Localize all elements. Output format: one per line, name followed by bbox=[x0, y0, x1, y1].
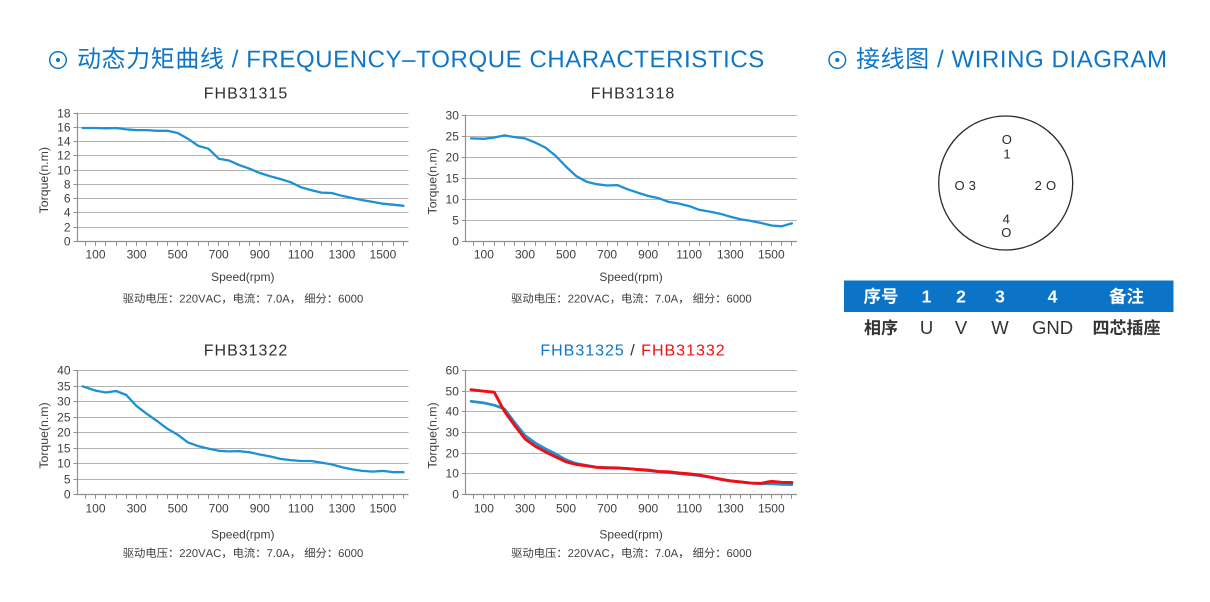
svg-text:0: 0 bbox=[64, 235, 71, 249]
svg-text:25: 25 bbox=[57, 411, 71, 425]
svg-text:O: O bbox=[1046, 178, 1056, 193]
svg-text:35: 35 bbox=[57, 380, 71, 394]
svg-text:16: 16 bbox=[57, 121, 71, 135]
svg-text:0: 0 bbox=[452, 488, 459, 502]
svg-text:700: 700 bbox=[209, 502, 229, 516]
svg-text:900: 900 bbox=[250, 502, 270, 516]
svg-text:300: 300 bbox=[515, 248, 535, 262]
svg-text:U: U bbox=[920, 317, 933, 338]
svg-text:Torque(n.m): Torque(n.m) bbox=[425, 402, 439, 468]
svg-text:50: 50 bbox=[446, 385, 460, 399]
svg-text:O: O bbox=[1001, 225, 1011, 240]
svg-text:300: 300 bbox=[515, 502, 535, 516]
svg-text:3: 3 bbox=[969, 178, 976, 193]
svg-text:0: 0 bbox=[64, 488, 71, 502]
svg-text:3: 3 bbox=[995, 287, 1005, 307]
svg-text:5: 5 bbox=[452, 214, 459, 228]
svg-text:V: V bbox=[955, 317, 968, 338]
svg-text:1300: 1300 bbox=[717, 502, 744, 516]
svg-text:40: 40 bbox=[57, 364, 71, 378]
svg-text:1500: 1500 bbox=[370, 502, 397, 516]
svg-text:1: 1 bbox=[922, 287, 932, 307]
svg-text:900: 900 bbox=[638, 248, 658, 262]
svg-text:8: 8 bbox=[64, 178, 71, 192]
svg-text:40: 40 bbox=[446, 405, 460, 419]
svg-text:300: 300 bbox=[127, 248, 147, 262]
svg-text:5: 5 bbox=[64, 473, 71, 487]
svg-text:1100: 1100 bbox=[676, 248, 702, 262]
svg-text:Speed(rpm): Speed(rpm) bbox=[599, 528, 662, 542]
svg-text:12: 12 bbox=[57, 149, 71, 163]
svg-text:15: 15 bbox=[446, 172, 460, 186]
svg-text:1300: 1300 bbox=[717, 248, 744, 262]
svg-text:30: 30 bbox=[446, 426, 460, 440]
svg-text:20: 20 bbox=[446, 447, 460, 461]
svg-text:10: 10 bbox=[446, 467, 460, 481]
svg-text:FHB31325 / FHB31332: FHB31325 / FHB31332 bbox=[540, 343, 725, 360]
svg-text:900: 900 bbox=[638, 502, 658, 516]
svg-text:20: 20 bbox=[446, 151, 460, 165]
svg-text:700: 700 bbox=[597, 248, 617, 262]
svg-text:1100: 1100 bbox=[676, 502, 702, 516]
svg-text:2: 2 bbox=[956, 287, 966, 307]
svg-text:4: 4 bbox=[1003, 211, 1010, 226]
svg-text:Speed(rpm): Speed(rpm) bbox=[211, 270, 274, 284]
svg-text:Speed(rpm): Speed(rpm) bbox=[599, 270, 662, 284]
svg-text:1500: 1500 bbox=[758, 502, 785, 516]
svg-text:700: 700 bbox=[209, 248, 229, 262]
svg-text:1500: 1500 bbox=[370, 248, 397, 262]
svg-text:4: 4 bbox=[64, 206, 71, 220]
svg-text:Speed(rpm): Speed(rpm) bbox=[211, 528, 274, 542]
svg-text:1300: 1300 bbox=[329, 248, 356, 262]
svg-text:1100: 1100 bbox=[288, 248, 314, 262]
svg-text:300: 300 bbox=[127, 502, 147, 516]
svg-text:Torque(n.m): Torque(n.m) bbox=[425, 148, 439, 214]
svg-text:100: 100 bbox=[474, 248, 494, 262]
svg-text:14: 14 bbox=[57, 135, 71, 149]
svg-text:10: 10 bbox=[446, 193, 460, 207]
svg-text:FHB31318: FHB31318 bbox=[591, 86, 676, 103]
svg-text:O: O bbox=[955, 178, 965, 193]
svg-text:500: 500 bbox=[168, 248, 188, 262]
svg-text:FHB31315: FHB31315 bbox=[204, 86, 289, 103]
svg-text:Torque(n.m): Torque(n.m) bbox=[37, 147, 51, 213]
svg-text:18: 18 bbox=[57, 107, 71, 121]
svg-text:25: 25 bbox=[446, 130, 460, 144]
svg-text:15: 15 bbox=[57, 442, 71, 456]
svg-text:1300: 1300 bbox=[329, 502, 356, 516]
svg-text:60: 60 bbox=[446, 364, 460, 378]
svg-text:30: 30 bbox=[446, 109, 460, 123]
svg-text:6: 6 bbox=[64, 192, 71, 206]
svg-text:1: 1 bbox=[1003, 146, 1010, 161]
svg-text:2: 2 bbox=[64, 221, 71, 235]
svg-text:2: 2 bbox=[1035, 178, 1042, 193]
svg-text:500: 500 bbox=[168, 502, 188, 516]
svg-text:FHB31322: FHB31322 bbox=[204, 343, 289, 360]
svg-text:GND: GND bbox=[1032, 317, 1073, 338]
svg-text:100: 100 bbox=[474, 502, 494, 516]
svg-text:10: 10 bbox=[57, 457, 71, 471]
svg-text:100: 100 bbox=[85, 502, 105, 516]
svg-text:900: 900 bbox=[250, 248, 270, 262]
svg-text:100: 100 bbox=[85, 248, 105, 262]
svg-text:20: 20 bbox=[57, 426, 71, 440]
svg-text:1500: 1500 bbox=[758, 248, 785, 262]
svg-text:500: 500 bbox=[556, 248, 576, 262]
svg-text:O: O bbox=[1002, 132, 1012, 147]
svg-text:Torque(n.m): Torque(n.m) bbox=[37, 402, 51, 468]
svg-text:0: 0 bbox=[452, 235, 459, 249]
svg-text:10: 10 bbox=[57, 164, 71, 178]
svg-text:30: 30 bbox=[57, 395, 71, 409]
svg-text:4: 4 bbox=[1048, 287, 1058, 307]
svg-text:700: 700 bbox=[597, 502, 617, 516]
svg-text:500: 500 bbox=[556, 502, 576, 516]
svg-text:1100: 1100 bbox=[288, 502, 314, 516]
svg-text:W: W bbox=[991, 317, 1009, 338]
